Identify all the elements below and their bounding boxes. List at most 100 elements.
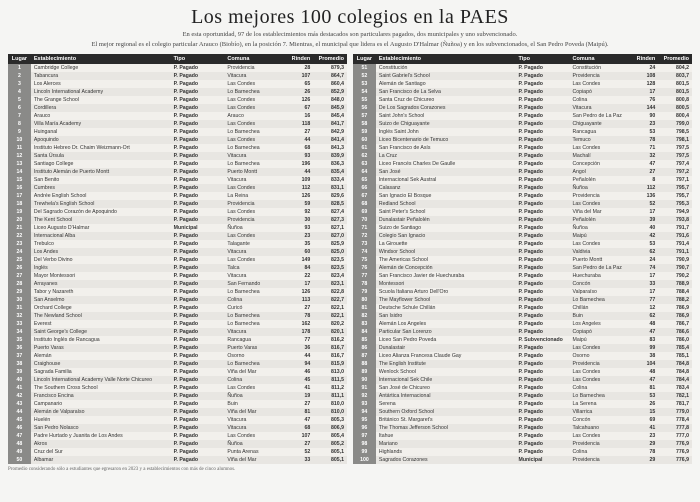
cell-rinden: 47 [287,416,313,424]
cell-estab: Liceo Bicentenario de Temuco [376,136,516,144]
table-row: 68Redland SchoolP. PagadoLas Condes52795… [353,200,692,208]
cell-comuna: Valparaíso [570,288,632,296]
cell-rinden: 17 [632,88,658,96]
cell-promedio: 823,5 [313,264,347,272]
cell-lugar: 29 [8,288,31,296]
cell-tipo: P. Pagado [171,320,225,328]
table-row: 26InglésP. PagadoTalca84823,5 [8,264,347,272]
table-row: 43CampanarioP. PagadoBuin27810,0 [8,400,347,408]
cell-lugar: 46 [8,424,31,432]
cell-comuna: Machalí [570,152,632,160]
cell-lugar: 36 [8,344,31,352]
cell-comuna: Las Condes [570,80,632,88]
cell-estab: The Kent School [31,216,171,224]
cell-comuna: Las Condes [224,136,286,144]
cell-rinden: 42 [632,232,658,240]
table-row: 23TrebulcoP. PagadoTalagante35825,9 [8,240,347,248]
cell-rinden: 108 [632,72,658,80]
cell-estab: San Anselmo [31,296,171,304]
cell-estab: The Southern Cross School [31,384,171,392]
cell-tipo: P. Pagado [516,360,570,368]
cell-tipo: P. Pagado [171,64,225,72]
cell-promedio: 784,8 [658,368,692,376]
table-row: 76Alemán de ConcepciónP. PagadoSan Pedro… [353,264,692,272]
cell-comuna: Viña del Mar [570,208,632,216]
cell-lugar: 54 [353,88,376,96]
cell-promedio: 776,9 [658,448,692,456]
cell-tipo: P. Pagado [516,424,570,432]
cell-estab: Liceo San Pedro Poveda [376,336,516,344]
cell-rinden: 35 [287,240,313,248]
cell-tipo: P. Pagado [171,216,225,224]
cell-tipo: P. Pagado [171,240,225,248]
cell-promedio: 833,4 [313,176,347,184]
cell-promedio: 779,0 [658,408,692,416]
cell-lugar: 28 [8,280,31,288]
table-row: 19Del Sagrado Corazón de ApoquindoP. Pag… [8,208,347,216]
cell-estab: Antártica Internacional [376,392,516,400]
cell-lugar: 22 [8,232,31,240]
cell-comuna: Las Condes [570,368,632,376]
cell-lugar: 32 [8,312,31,320]
table-row: 67San Ignacio El BosqueP. PagadoProviden… [353,192,692,200]
cell-promedio: 852,9 [313,88,347,96]
table-row: 85Liceo San Pedro PovedaP. Subvencionado… [353,336,692,344]
cell-rinden: 36 [287,344,313,352]
cell-promedio: 864,7 [313,72,347,80]
col-header: Rinden [287,54,313,64]
cell-promedio: 839,9 [313,152,347,160]
cell-estab: The Grange School [31,96,171,104]
cell-lugar: 66 [353,184,376,192]
table-row: 40Lincoln International Academy Valle No… [8,376,347,384]
cell-comuna: La Serena [570,400,632,408]
col-header: Tipo [171,54,225,64]
cell-promedio: 822,8 [313,288,347,296]
cell-estab: Instituto Alemán de Puerto Montt [31,168,171,176]
cell-promedio: 791,1 [658,248,692,256]
cell-comuna: Maipú [570,232,632,240]
cell-tipo: P. Pagado [171,176,225,184]
cell-tipo: P. Pagado [171,256,225,264]
cell-lugar: 34 [8,328,31,336]
table-row: 49Cruz del SurP. PagadoPunta Arenas52805… [8,448,347,456]
cell-estab: Alemán de Concepción [376,264,516,272]
cell-comuna: Viña del Mar [224,408,286,416]
table-row: 44Alemán de ValparaísoP. PagadoViña del … [8,408,347,416]
table-row: 52Saint Gabriel's SchoolP. PagadoProvide… [353,72,692,80]
cell-rinden: 33 [287,456,313,464]
cell-tipo: P. Pagado [516,408,570,416]
cell-estab: The Mayflower School [376,296,516,304]
table-row: 58Suizo de ChiguayanteP. PagadoChiguayan… [353,120,692,128]
table-row: 39Sagrada FamiliaP. PagadoViña del Mar46… [8,368,347,376]
cell-estab: Los Andes [31,248,171,256]
cell-promedio: 791,7 [658,224,692,232]
cell-rinden: 69 [632,416,658,424]
cell-promedio: 803,7 [658,72,692,80]
cell-estab: Alemán [31,352,171,360]
cell-lugar: 100 [353,456,376,464]
table-row: 97ItahueP. PagadoLas Condes23777,0 [353,432,692,440]
cell-promedio: 805,1 [313,456,347,464]
cell-lugar: 9 [8,128,31,136]
cell-rinden: 68 [287,144,313,152]
cell-lugar: 56 [353,104,376,112]
col-header: Comuna [224,54,286,64]
cell-tipo: P. Pagado [171,200,225,208]
cell-lugar: 91 [353,384,376,392]
cell-comuna: Las Condes [224,384,286,392]
cell-rinden: 196 [287,160,313,168]
table-row: 27Mayor MontessoriP. PagadoVitacura22823… [8,272,347,280]
cell-lugar: 84 [353,328,376,336]
cell-comuna: La Reina [224,192,286,200]
cell-tipo: P. Subvencionado [516,336,570,344]
table-row: 9HuinganalP. PagadoLo Barnechea27842,9 [8,128,347,136]
cell-promedio: 822,1 [313,312,347,320]
cell-promedio: 788,4 [658,288,692,296]
cell-estab: Los Alerces [31,80,171,88]
cell-rinden: 27 [287,304,313,312]
cell-rinden: 17 [287,280,313,288]
col-header: Tipo [516,54,570,64]
cell-rinden: 47 [632,328,658,336]
table-row: 83Alemán Los AngelesP. PagadoLos Angeles… [353,320,692,328]
cell-estab: Liceo Francés Charles De Gaulle [376,160,516,168]
